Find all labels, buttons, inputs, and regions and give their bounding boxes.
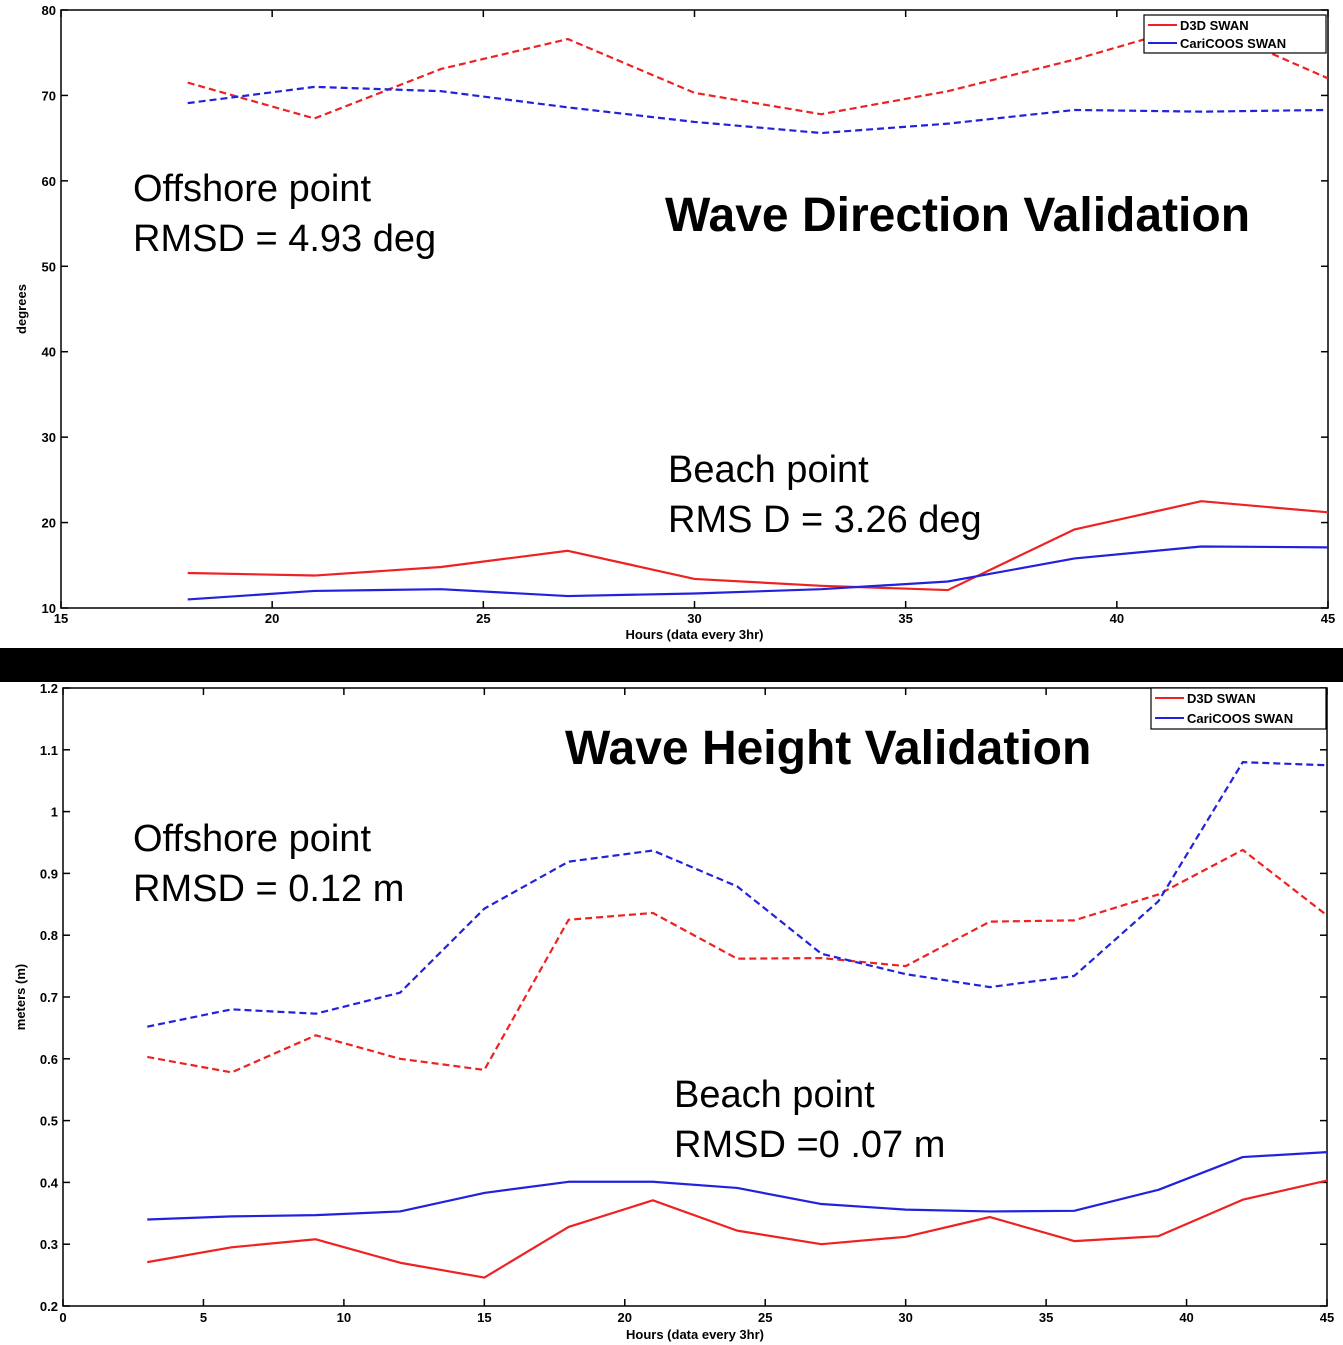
height-x-tick-label: 25 xyxy=(758,1310,772,1325)
direction-annotation-offshore-line: RMSD = 4.93 deg xyxy=(133,218,436,260)
direction-y-axis-label: degrees xyxy=(14,284,29,334)
direction-x-tick-label: 15 xyxy=(54,611,68,626)
height-annotation-beach-line: RMSD =0 .07 m xyxy=(674,1124,945,1166)
height-y-axis-label: meters (m) xyxy=(13,964,28,1030)
direction-x-tick-label: 20 xyxy=(265,611,279,626)
direction-legend-box xyxy=(1143,14,1327,54)
height-y-tick-label: 0.3 xyxy=(40,1237,58,1252)
height-x-axis-label: Hours (data every 3hr) xyxy=(626,1327,764,1342)
direction-offshore-caricoos-line xyxy=(187,85,1328,135)
direction-x-tick-label: 35 xyxy=(898,611,912,626)
height-annotation-offshore-line: Offshore point xyxy=(133,818,371,860)
direction-beach-caricoos-line xyxy=(187,545,1328,601)
height-annotation-beach-line: Beach point xyxy=(674,1074,875,1116)
direction-legend-label: CariCOOS SWAN xyxy=(1180,36,1286,51)
direction-y-tick-label: 70 xyxy=(42,88,56,103)
wave-direction-chart: 15 20 25 30 35 40 45 10 20 30 40 50 60 70 80 Hours (dat… xyxy=(14,3,1335,642)
height-x-tick-label: 5 xyxy=(200,1310,207,1325)
direction-y-tick-label: 60 xyxy=(42,174,56,189)
direction-x-tick-label: 25 xyxy=(476,611,490,626)
direction-y-tick-label: 10 xyxy=(42,601,56,616)
direction-y-tick-label: 50 xyxy=(42,259,56,274)
height-y-tick-label: 0.8 xyxy=(40,928,58,943)
direction-series-group xyxy=(187,21,1328,601)
height-x-tick-label: 0 xyxy=(59,1310,66,1325)
height-chart-title: Wave Height Validation xyxy=(565,722,1091,775)
direction-y-tick-label: 40 xyxy=(42,345,56,360)
direction-y-tick-label: 80 xyxy=(42,3,56,18)
direction-legend-label: D3D SWAN xyxy=(1180,18,1249,33)
height-x-tick-label: 40 xyxy=(1179,1310,1193,1325)
height-series-group xyxy=(147,761,1327,1279)
height-legend-box xyxy=(1150,687,1327,730)
height-y-tick-label: 0.5 xyxy=(40,1114,58,1129)
height-y-tick-label: 0.4 xyxy=(40,1175,59,1190)
wave-height-chart: 0 5 10 15 20 25 30 35 40 45 0.2 0.3 0.4 0.5 0.6 0.7 0.8 0… xyxy=(13,682,1334,1342)
direction-y-tick-label: 30 xyxy=(42,430,56,445)
direction-annotation-beach-line: Beach point xyxy=(668,449,869,491)
direction-beach-d3d-line xyxy=(187,500,1328,592)
height-y-tick-label: 1.1 xyxy=(40,743,58,758)
direction-annotation-offshore-line: Offshore point xyxy=(133,168,371,210)
direction-annotation-beach-line: RMS D = 3.26 deg xyxy=(668,499,982,541)
height-beach-d3d-line xyxy=(147,1179,1327,1279)
direction-x-axis-label: Hours (data every 3hr) xyxy=(626,627,764,642)
height-plot-frame xyxy=(62,687,1328,1307)
direction-x-tick-label: 30 xyxy=(687,611,701,626)
height-x-tick-label: 15 xyxy=(477,1310,491,1325)
height-x-tick-label: 30 xyxy=(898,1310,912,1325)
height-x-tick-label: 10 xyxy=(337,1310,351,1325)
height-legend-label: CariCOOS SWAN xyxy=(1187,711,1293,726)
height-y-tick-label: 0.6 xyxy=(40,1052,58,1067)
direction-x-tick-label: 45 xyxy=(1321,611,1335,626)
height-legend-label: D3D SWAN xyxy=(1187,691,1256,706)
direction-x-tick-label: 40 xyxy=(1110,611,1124,626)
height-y-tick-label: 0.7 xyxy=(40,990,58,1005)
direction-y-tick-label: 20 xyxy=(42,516,56,531)
height-y-tick-label: 0.9 xyxy=(40,866,58,881)
wave-direction-chart-panel: 15 20 25 30 35 40 45 10 20 30 40 50 60 70 80 Hours (dat… xyxy=(0,0,1343,648)
height-annotation-offshore-line: RMSD = 0.12 m xyxy=(133,868,404,910)
height-x-tick-label: 45 xyxy=(1320,1310,1334,1325)
height-y-tick-label: 0.2 xyxy=(40,1299,58,1314)
direction-chart-title: Wave Direction Validation xyxy=(665,189,1250,242)
wave-height-chart-panel: 0 5 10 15 20 25 30 35 40 45 0.2 0.3 0.4 0.5 0.6 0.7 0.8 0… xyxy=(0,682,1343,1345)
height-y-tick-label: 1 xyxy=(51,805,58,820)
height-x-tick-label: 20 xyxy=(618,1310,632,1325)
direction-offshore-d3d-line xyxy=(187,21,1328,120)
height-x-tick-label: 35 xyxy=(1039,1310,1053,1325)
height-y-tick-label: 1.2 xyxy=(40,682,58,696)
